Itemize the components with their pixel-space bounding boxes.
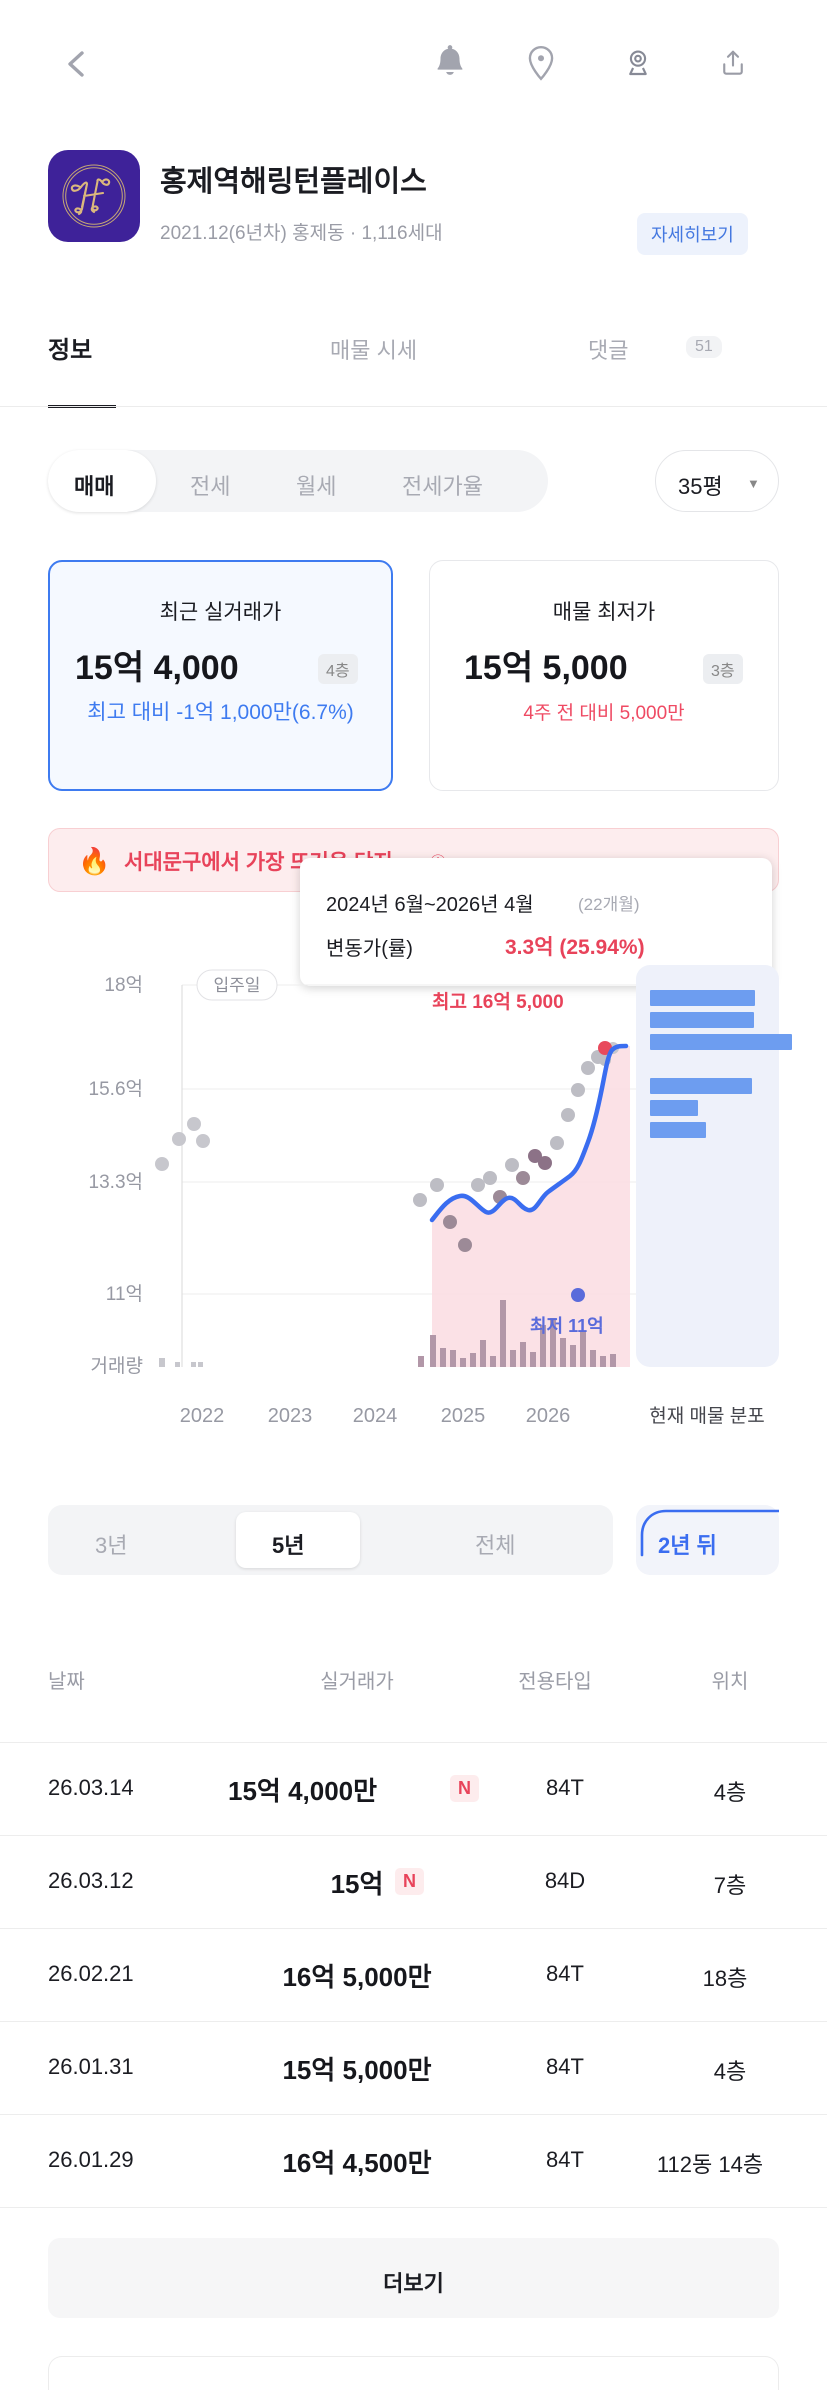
svg-text:11억: 11억 — [106, 1283, 143, 1305]
svg-text:2024: 2024 — [353, 1405, 398, 1427]
svg-text:2023: 2023 — [268, 1405, 313, 1427]
svg-text:18억: 18억 — [104, 974, 143, 996]
svg-text:15.6억: 15.6억 — [89, 1078, 143, 1100]
svg-text:2022: 2022 — [180, 1405, 225, 1427]
svg-text:2025: 2025 — [441, 1405, 486, 1427]
svg-text:입주일: 입주일 — [214, 976, 261, 995]
svg-text:최저 11억: 최저 11억 — [530, 1316, 604, 1336]
svg-text:현재 매물 분포: 현재 매물 분포 — [649, 1405, 764, 1427]
svg-text:거래량: 거래량 — [91, 1355, 143, 1377]
svg-text:최고 16억 5,000: 최고 16억 5,000 — [432, 991, 564, 1013]
svg-text:2026: 2026 — [526, 1405, 571, 1427]
svg-text:13.3억: 13.3억 — [89, 1171, 143, 1193]
